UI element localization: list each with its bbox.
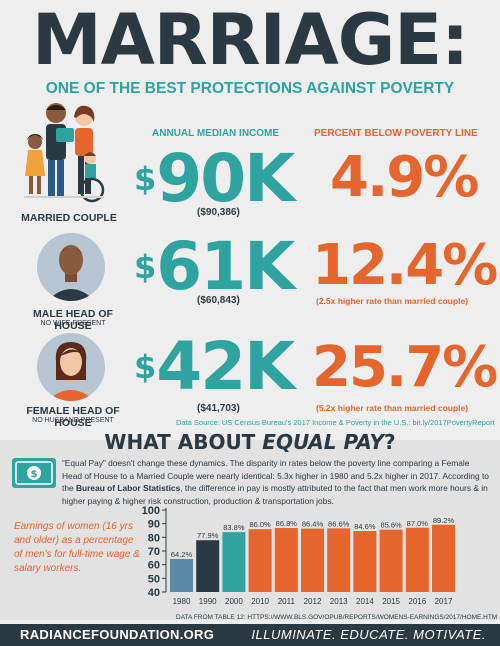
x-tick-label: 1990 bbox=[199, 597, 217, 606]
income-exact: ($60,843) bbox=[197, 295, 240, 306]
bar bbox=[249, 529, 272, 592]
footer: RADIANCEFOUNDATION.ORG ILLUMINATE. EDUCA… bbox=[0, 624, 500, 646]
bar bbox=[301, 529, 324, 592]
x-tick-label: 2016 bbox=[408, 597, 426, 606]
y-tick-label: 80 bbox=[148, 532, 160, 544]
poverty-note: (5.2x higher rate than married couple) bbox=[316, 403, 468, 413]
chart-note: Earnings of women (16 yrs and older) as … bbox=[14, 520, 142, 576]
data-label: 83.8% bbox=[223, 523, 245, 532]
equal-pay-text: “Equal Pay” doesn't change these dynamic… bbox=[62, 457, 490, 507]
chart-source: DATA FROM TABLE 12: HTTPS://WWW.BLS.GOV/… bbox=[176, 614, 497, 621]
data-source: Data Source: US Census Bureau's 2017 Inc… bbox=[176, 418, 495, 427]
data-label: 77.9% bbox=[197, 531, 219, 540]
bar bbox=[275, 528, 298, 592]
bar bbox=[327, 528, 350, 592]
footer-site-link[interactable]: RADIANCEFOUNDATION.ORG bbox=[20, 627, 214, 642]
y-tick-label: 100 bbox=[142, 505, 160, 517]
data-label: 87.0% bbox=[407, 519, 429, 528]
income-value: $90K bbox=[134, 146, 293, 212]
data-label: 64.2% bbox=[171, 550, 193, 559]
money-icon: $ bbox=[12, 458, 56, 488]
equal-pay-title: WHAT ABOUT EQUAL PAY? bbox=[0, 430, 500, 454]
poverty-rate: 12.4% bbox=[312, 236, 496, 296]
x-tick-label: 2015 bbox=[382, 597, 400, 606]
page-title: MARRIAGE: bbox=[0, 4, 500, 76]
income-value: $42K bbox=[134, 334, 293, 400]
data-label: 85.6% bbox=[380, 521, 402, 530]
female-avatar bbox=[36, 332, 106, 402]
y-tick-label: 70 bbox=[148, 546, 160, 558]
poverty-note: (2.5x higher rate than married couple) bbox=[316, 296, 468, 306]
row-sublabel: NO WIFE PRESENT bbox=[14, 320, 132, 327]
poverty-column-header: PERCENT BELOW POVERTY LINE bbox=[314, 128, 478, 139]
data-label: 86.6% bbox=[328, 519, 350, 528]
row-label: MARRIED COUPLE bbox=[14, 212, 124, 224]
bar bbox=[432, 525, 455, 592]
income-column-header: ANNUAL MEDIAN INCOME bbox=[152, 128, 279, 139]
y-tick-label: 60 bbox=[148, 560, 160, 572]
x-tick-label: 2000 bbox=[225, 597, 243, 606]
y-tick-label: 40 bbox=[148, 587, 160, 599]
y-tick-label: 50 bbox=[148, 573, 160, 585]
income-exact: ($41,703) bbox=[197, 403, 240, 414]
family-illustration bbox=[14, 100, 114, 212]
page-subtitle: ONE OF THE BEST PROTECTIONS AGAINST POVE… bbox=[0, 80, 500, 98]
row-sublabel: NO HUSBAND PRESENT bbox=[10, 417, 136, 424]
x-tick-label: 2013 bbox=[330, 597, 348, 606]
bar bbox=[170, 559, 193, 592]
male-avatar bbox=[36, 232, 106, 302]
poverty-rate: 4.9% bbox=[330, 148, 477, 208]
x-tick-label: 2017 bbox=[435, 597, 453, 606]
income-exact: ($90,386) bbox=[197, 207, 240, 218]
data-label: 89.2% bbox=[433, 516, 455, 525]
x-tick-label: 2011 bbox=[278, 597, 296, 606]
bar bbox=[353, 531, 376, 592]
x-tick-label: 1980 bbox=[173, 597, 191, 606]
income-value: $61K bbox=[134, 234, 293, 300]
y-tick-label: 90 bbox=[148, 519, 160, 531]
footer-tagline: ILLUMINATE. EDUCATE. MOTIVATE. bbox=[251, 627, 486, 642]
bar bbox=[222, 532, 245, 592]
data-label: 84.6% bbox=[354, 522, 376, 531]
data-label: 86.4% bbox=[302, 520, 324, 529]
poverty-rate: 25.7% bbox=[312, 338, 496, 398]
x-tick-label: 2014 bbox=[356, 597, 374, 606]
x-tick-label: 2012 bbox=[304, 597, 322, 606]
bar bbox=[406, 528, 429, 592]
svg-text:$: $ bbox=[31, 469, 38, 480]
bar bbox=[196, 540, 219, 592]
data-label: 86.0% bbox=[249, 520, 271, 529]
data-label: 86.8% bbox=[276, 519, 298, 528]
x-tick-label: 2010 bbox=[251, 597, 269, 606]
bar bbox=[380, 530, 403, 592]
